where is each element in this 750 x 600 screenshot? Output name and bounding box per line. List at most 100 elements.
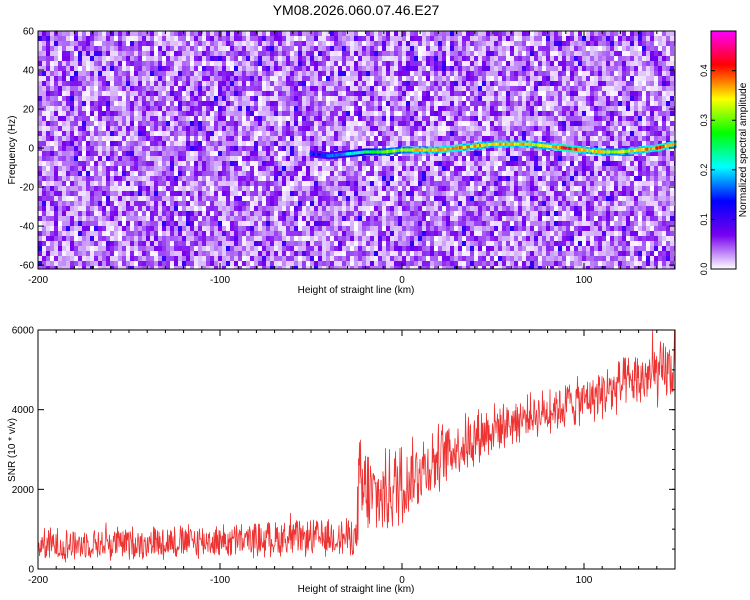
spectrogram-cell <box>378 126 382 131</box>
spectrogram-cell <box>378 31 382 36</box>
spectrogram-cell <box>254 111 258 116</box>
spectrogram-cell <box>466 111 470 116</box>
spectrogram-cell <box>442 91 446 96</box>
spectrogram-cell <box>446 66 450 71</box>
spectrogram-cell <box>146 106 150 111</box>
spectrogram-cell <box>298 96 302 101</box>
spectrogram-cell <box>162 76 166 81</box>
spectrogram-cell <box>590 141 594 146</box>
spectrogram-cell <box>270 161 274 166</box>
spectrogram-cell <box>178 151 182 156</box>
spectrogram-cell <box>334 41 338 46</box>
spectrogram-cell <box>342 116 346 121</box>
spectrogram-cell <box>406 181 410 186</box>
spectrogram-cell <box>170 156 174 161</box>
spectrogram-cell <box>266 61 270 66</box>
spectrogram-cell <box>542 61 546 66</box>
spectrogram-cell <box>162 46 166 51</box>
spectrogram-cell <box>466 51 470 56</box>
spectrogram-cell <box>654 106 658 111</box>
spectrogram-cell <box>298 146 302 151</box>
spectrogram-cell <box>534 136 538 141</box>
spectrogram-cell <box>338 101 342 106</box>
spectrogram-cell <box>418 106 422 111</box>
spectrogram-cell <box>510 81 514 86</box>
spectrogram-cell <box>346 66 350 71</box>
spectrogram-cell <box>622 116 626 121</box>
spectrogram-cell <box>182 51 186 56</box>
spectrogram-cell <box>406 91 410 96</box>
spectrogram-cell <box>110 111 114 116</box>
spectrogram-cell <box>138 166 142 171</box>
spectrogram-cell <box>578 171 582 176</box>
spectrogram-cell <box>118 141 122 146</box>
spectrogram-cell <box>446 131 450 136</box>
spectrogram-cell <box>634 96 638 101</box>
spectrogram-cell <box>406 116 410 121</box>
spectrogram-cell <box>354 46 358 51</box>
spectrogram-cell <box>598 131 602 136</box>
spectrogram-cell <box>134 66 138 71</box>
spectrogram-cell <box>362 136 366 141</box>
spectrogram-cell <box>654 36 658 41</box>
spectrogram-cell <box>266 176 270 181</box>
spectrogram-cell <box>618 116 622 121</box>
spectrogram-cell <box>222 166 226 171</box>
spectrogram-cell <box>666 136 670 141</box>
spectrogram-cell <box>598 96 602 101</box>
spectrogram-cell <box>602 71 606 76</box>
spectrogram-cell <box>638 171 642 176</box>
spectrogram-cell <box>134 121 138 126</box>
spectrogram-cell <box>234 156 238 161</box>
spectrogram-cell <box>90 86 94 91</box>
spectrogram-cell <box>530 96 534 101</box>
spectrogram-cell <box>502 151 506 156</box>
spectrogram-cell <box>606 81 610 86</box>
spectrogram-cell <box>366 66 370 71</box>
spectrogram-cell <box>90 71 94 76</box>
spectrogram-cell <box>454 121 458 126</box>
spectrogram-cell <box>558 181 562 186</box>
spectrogram-cell <box>250 101 254 106</box>
spectrogram-cell <box>174 111 178 116</box>
spectrogram-cell <box>546 36 550 41</box>
spectrogram-cell <box>558 41 562 46</box>
spectrogram-cell <box>114 56 118 61</box>
spectrogram-cell <box>638 116 642 121</box>
spectrogram-cell <box>402 71 406 76</box>
spectrogram-cell <box>78 111 82 116</box>
spectrogram-cell <box>602 141 606 146</box>
spectrogram-cell <box>58 61 62 66</box>
spectrogram-cell <box>374 136 378 141</box>
spectrogram-cell <box>326 36 330 41</box>
spectrogram-cell <box>162 151 166 156</box>
spectrogram-cell <box>586 71 590 76</box>
spectrogram-cell <box>46 106 50 111</box>
spectrogram-cell <box>170 136 174 141</box>
spectrogram-cell <box>494 136 498 141</box>
spectrogram-cell <box>438 51 442 56</box>
spectrogram-cell <box>662 96 666 101</box>
spectrogram-cell <box>554 56 558 61</box>
spectrogram-cell <box>442 76 446 81</box>
spectrogram-cell <box>602 56 606 61</box>
spectrogram-cell <box>114 46 118 51</box>
spectrogram-cell <box>74 111 78 116</box>
spectrogram-cell <box>126 31 130 36</box>
spectrogram-cell <box>178 31 182 36</box>
spectrogram-cell <box>494 51 498 56</box>
spectrogram-cell <box>158 61 162 66</box>
spectrogram-cell <box>590 126 594 131</box>
spectrogram-cell <box>574 181 578 186</box>
spectrogram-cell <box>318 161 322 166</box>
spectrogram-cell <box>626 156 630 161</box>
spectrogram-cell <box>594 156 598 161</box>
spectrogram-cell <box>562 126 566 131</box>
spectrogram-cell <box>418 71 422 76</box>
spectrogram-cell <box>446 126 450 131</box>
spectrogram-cell <box>418 76 422 81</box>
spectrogram-cell <box>394 31 398 36</box>
spectrogram-cell <box>178 161 182 166</box>
spectrogram-cell <box>74 101 78 106</box>
spectrogram-cell <box>398 86 402 91</box>
